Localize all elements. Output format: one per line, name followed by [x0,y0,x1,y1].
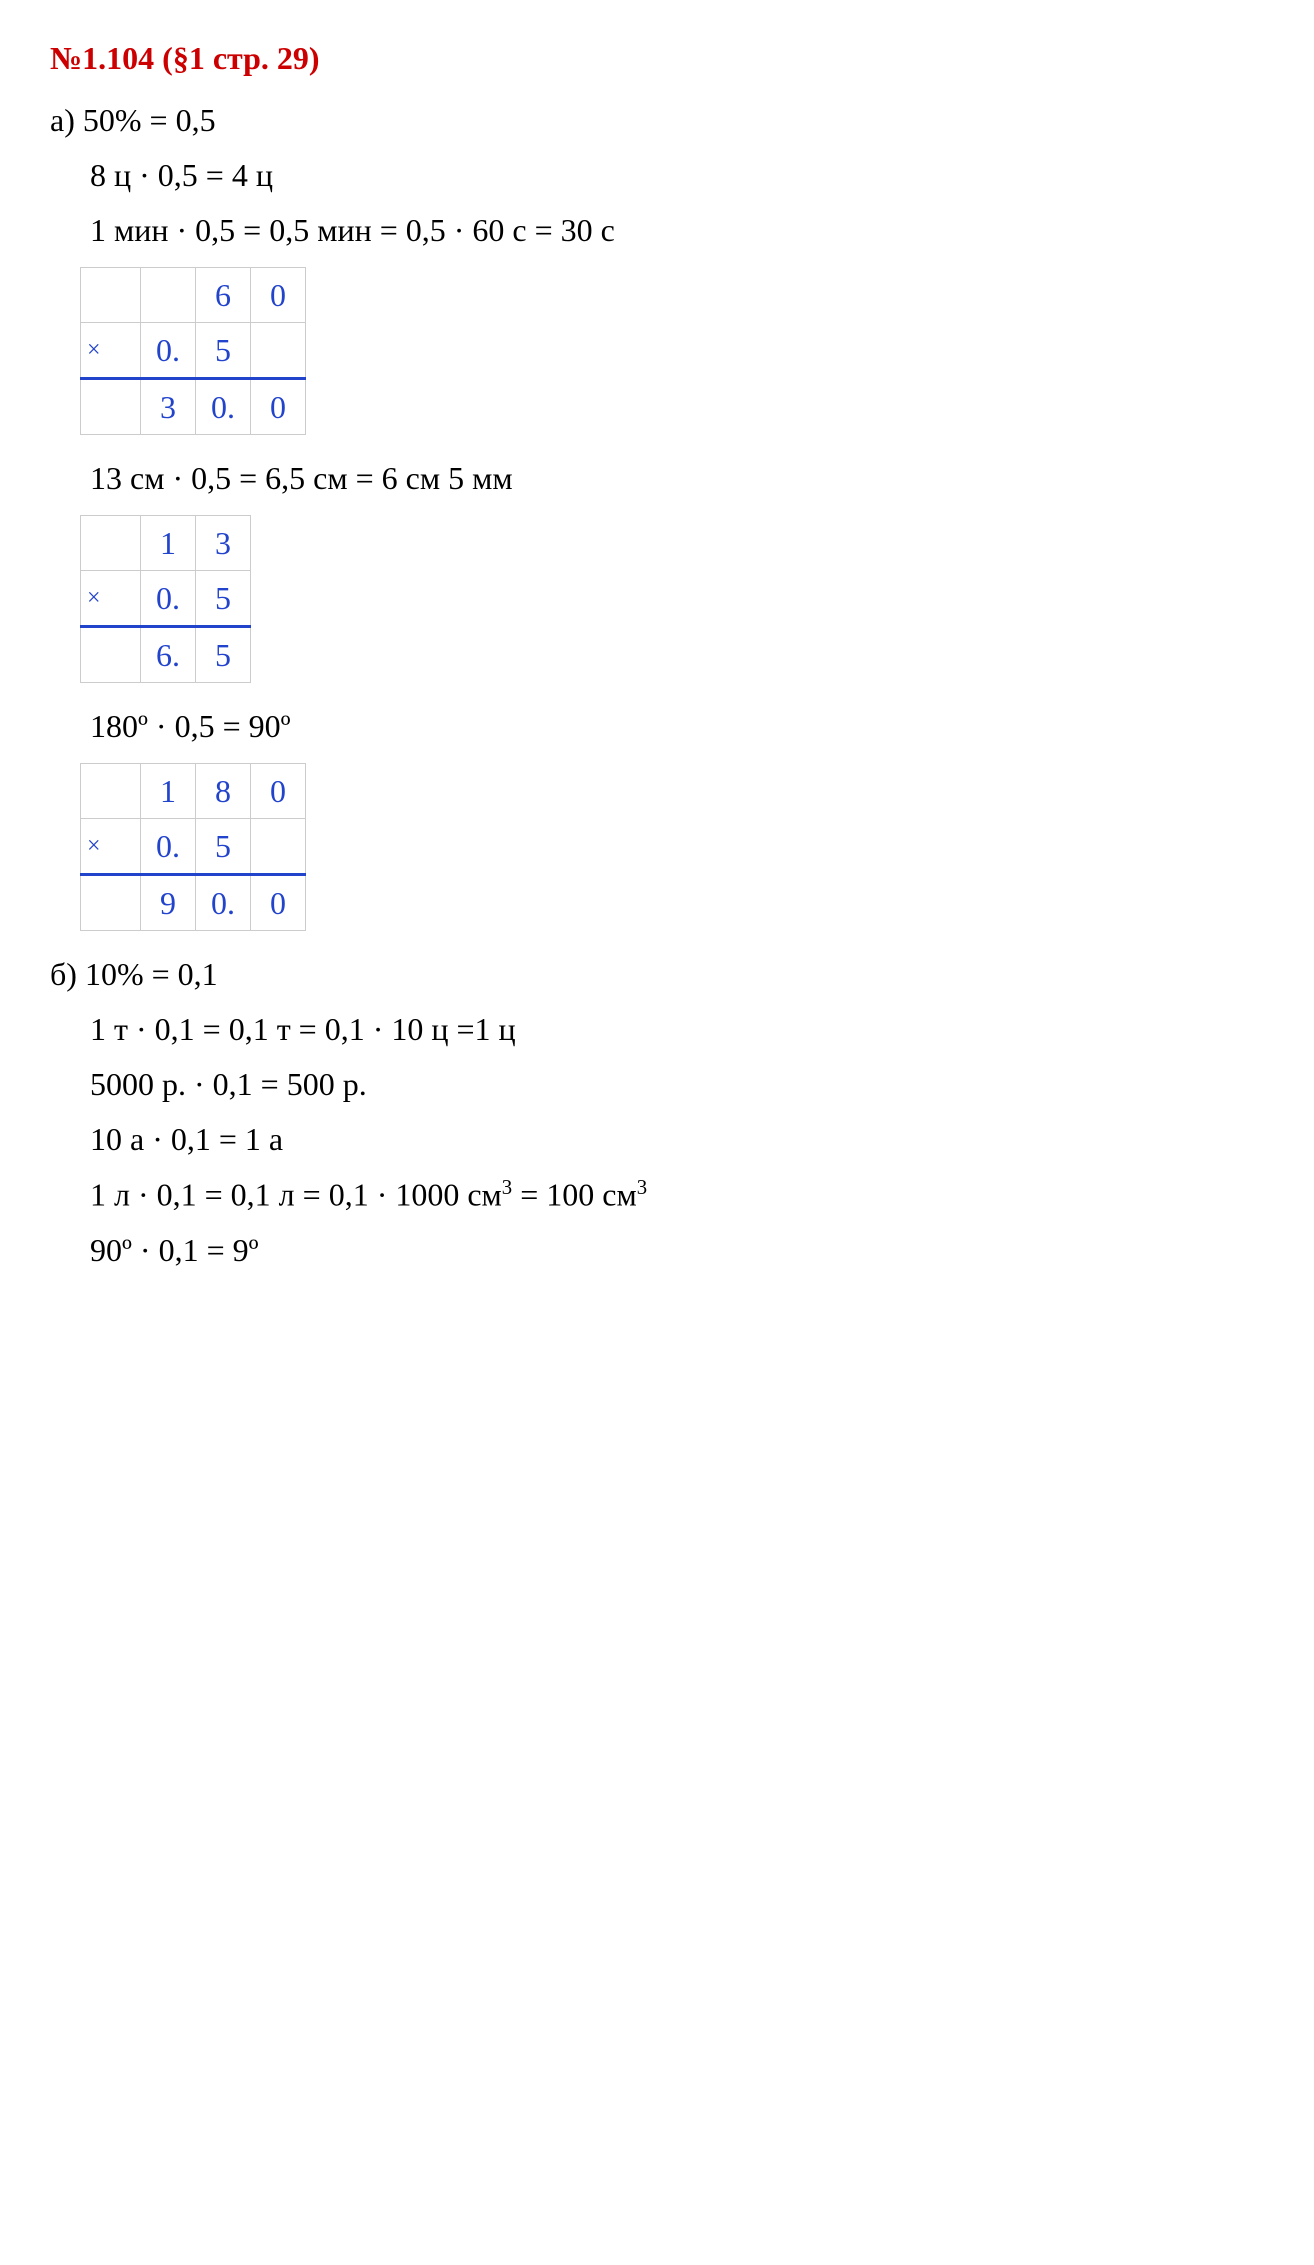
calc3-r3c4: 0 [251,875,306,931]
calc1-r2c1: × [81,323,141,379]
calc3-r3c3: 0. [196,875,251,931]
cube-mid: = 100 см [512,1177,637,1213]
section-b-header: б) 10% = 0,1 [50,956,1264,993]
section-b-line-2: 5000 р. · 0,1 = 500 р. [90,1066,1264,1103]
calc3-r1c4: 0 [251,764,306,819]
section-a-header: а) 50% = 0,5 [50,102,1264,139]
calc2-r3c1 [81,627,141,683]
section-a-line-3: 13 см · 0,5 = 6,5 см = 6 см 5 мм [90,460,1264,497]
calc1-r2c4 [251,323,306,379]
calc2-r3c2: 6. [141,627,196,683]
calc1-r1c2 [141,268,196,323]
calc2-r3c3: 5 [196,627,251,683]
section-b-line-1: 1 т · 0,1 = 0,1 т = 0,1 · 10 ц =1 ц [90,1011,1264,1048]
calc2-r1c3: 3 [196,516,251,571]
calc1-r1c1 [81,268,141,323]
calc3-r1c2: 1 [141,764,196,819]
cube-prefix: 1 л · 0,1 = 0,1 л = 0,1 · 1000 см [90,1177,502,1213]
calc2-r2c3: 5 [196,571,251,627]
calc3-r1c1 [81,764,141,819]
calc-table-3: 1 8 0 × 0. 5 9 0. 0 [80,763,306,931]
section-a-line-1: 8 ц · 0,5 = 4 ц [90,157,1264,194]
section-b-pct: 10% = 0,1 [85,956,218,992]
calc3-r3c1 [81,875,141,931]
calc1-r2c3: 5 [196,323,251,379]
calc2-r1c1 [81,516,141,571]
section-b-line-3: 10 а · 0,1 = 1 а [90,1121,1264,1158]
section-b-label: б) [50,956,77,992]
calc1-r2c2: 0. [141,323,196,379]
cube-sup-2: 3 [637,1176,647,1199]
calc3-r2c1: × [81,819,141,875]
calc2-r2c1: × [81,571,141,627]
calc-table-2: 1 3 × 0. 5 6. 5 [80,515,251,683]
calc1-r3c4: 0 [251,379,306,435]
section-b-line-cube: 1 л · 0,1 = 0,1 л = 0,1 · 1000 см3 = 100… [90,1176,1264,1214]
calc3-r2c2: 0. [141,819,196,875]
calc3-r1c3: 8 [196,764,251,819]
section-a-line-2: 1 мин · 0,5 = 0,5 мин = 0,5 · 60 с = 30 … [90,212,1264,249]
calc1-r3c3: 0. [196,379,251,435]
calc2-r2c2: 0. [141,571,196,627]
calc1-r1c4: 0 [251,268,306,323]
calc2-r1c2: 1 [141,516,196,571]
cube-sup-1: 3 [502,1176,512,1199]
calc3-r2c3: 5 [196,819,251,875]
calc-table-1: 6 0 × 0. 5 3 0. 0 [80,267,306,435]
calc1-r3c1 [81,379,141,435]
section-a-line-4: 180º · 0,5 = 90º [90,708,1264,745]
page-title: №1.104 (§1 стр. 29) [50,40,1264,77]
section-b-line-last: 90º · 0,1 = 9º [90,1232,1264,1269]
section-a-label: а) [50,102,75,138]
calc3-r2c4 [251,819,306,875]
calc3-r3c2: 9 [141,875,196,931]
calc1-r3c2: 3 [141,379,196,435]
section-a-pct: 50% = 0,5 [83,102,216,138]
calc1-r1c3: 6 [196,268,251,323]
